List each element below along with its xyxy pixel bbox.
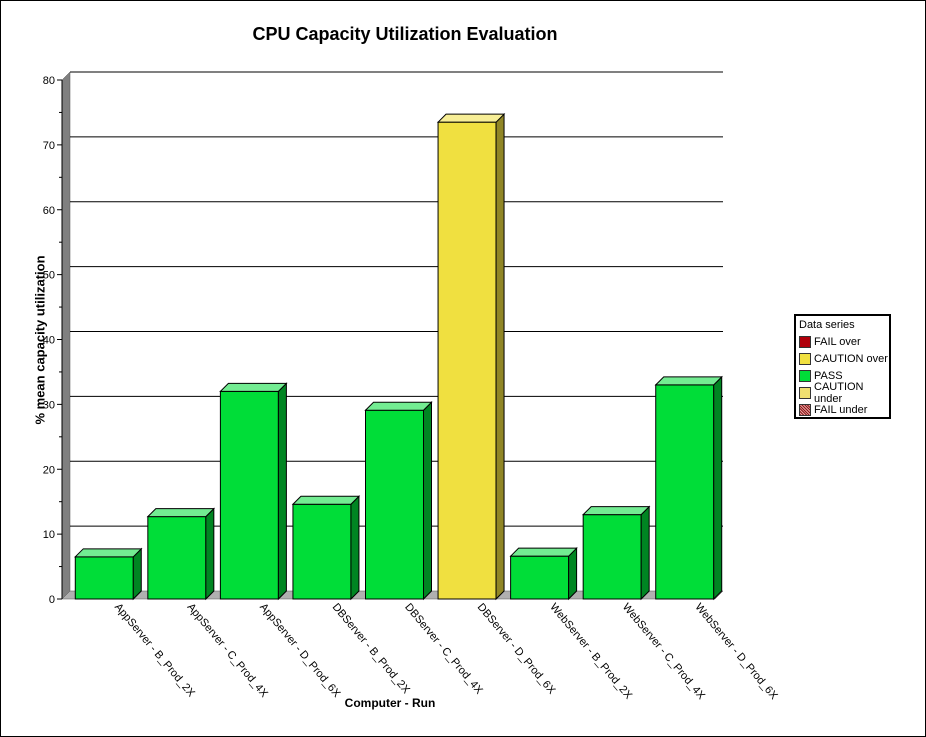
bar-top bbox=[74, 548, 143, 558]
x-tick-label: DBServer - B_Prod_2X bbox=[330, 601, 413, 696]
bar bbox=[147, 516, 207, 600]
legend-title: Data series bbox=[799, 319, 855, 331]
x-tick-label: AppServer - D_Prod_6X bbox=[257, 601, 343, 700]
bar-side bbox=[423, 401, 432, 601]
legend: Data series FAIL over CAUTION over PASS CAU… bbox=[794, 314, 891, 419]
axis-wall bbox=[61, 71, 71, 600]
x-tick-label: WebServer - D_Prod_6X bbox=[692, 601, 780, 702]
legend-swatch bbox=[799, 335, 811, 348]
bar bbox=[655, 384, 715, 600]
legend-item: CAUTION under bbox=[799, 381, 889, 405]
y-tick-label: 60 bbox=[43, 205, 55, 217]
bar bbox=[582, 514, 642, 600]
legend-item: PASS bbox=[799, 367, 889, 384]
bar-side bbox=[568, 546, 578, 601]
legend-label: CAUTION over bbox=[814, 352, 888, 365]
legend-label: FAIL over bbox=[814, 335, 861, 348]
bar bbox=[74, 556, 134, 600]
bar bbox=[292, 503, 352, 600]
legend-swatch bbox=[799, 403, 811, 416]
y-tick-label: 70 bbox=[43, 140, 55, 152]
bar bbox=[219, 390, 279, 600]
x-tick-label: WebServer - B_Prod_2X bbox=[547, 601, 634, 702]
y-tick-label: 50 bbox=[43, 270, 55, 282]
x-tick-label: DBServer - D_Prod_6X bbox=[475, 601, 558, 697]
legend-item: FAIL under bbox=[799, 401, 889, 418]
y-tick-label: 10 bbox=[43, 529, 55, 541]
bar-side bbox=[640, 505, 650, 601]
legend-item: CAUTION over bbox=[799, 350, 889, 367]
x-axis-label: Computer - Run bbox=[344, 696, 436, 710]
legend-swatch bbox=[799, 369, 811, 382]
y-tick-label: 30 bbox=[43, 399, 55, 411]
bar-top bbox=[436, 113, 506, 123]
x-tick-label: AppServer - B_Prod_2X bbox=[112, 601, 197, 700]
bar bbox=[365, 409, 424, 600]
legend-label: FAIL under bbox=[814, 403, 868, 416]
x-tick-label: AppServer - C_Prod_4X bbox=[185, 601, 271, 700]
y-tick-label: 80 bbox=[43, 75, 55, 87]
legend-label: CAUTION under bbox=[814, 380, 864, 405]
y-tick-label: 20 bbox=[43, 464, 55, 476]
bar-top bbox=[146, 508, 216, 518]
bar-side bbox=[495, 112, 505, 601]
bar-top bbox=[654, 376, 723, 386]
bar bbox=[510, 555, 570, 600]
x-tick-label: WebServer - C_Prod_4X bbox=[620, 601, 708, 702]
bar-top bbox=[291, 495, 361, 505]
legend-items: FAIL over CAUTION over PASS CAUTION under FA… bbox=[799, 333, 889, 418]
legend-swatch bbox=[799, 352, 811, 365]
bar-top bbox=[364, 401, 433, 411]
bar bbox=[437, 121, 497, 600]
x-tick-label: DBServer - C_Prod_4X bbox=[402, 601, 485, 697]
legend-label: PASS bbox=[814, 369, 843, 382]
bar-top bbox=[581, 506, 651, 516]
bar-side bbox=[132, 547, 142, 601]
legend-item: FAIL over bbox=[799, 333, 889, 350]
y-tick-label: 0 bbox=[49, 594, 55, 606]
bar-side bbox=[277, 382, 287, 601]
bar-top bbox=[219, 382, 288, 392]
legend-swatch bbox=[799, 386, 811, 399]
bar-side bbox=[350, 495, 360, 601]
y-tick-label: 40 bbox=[43, 335, 55, 347]
bar-group: WebServer - D_Prod_6X bbox=[654, 375, 780, 702]
bar-top bbox=[509, 547, 578, 557]
bar-side bbox=[205, 507, 215, 601]
chart-title: CPU Capacity Utilization Evaluation bbox=[252, 24, 558, 44]
bar-side bbox=[713, 375, 723, 601]
